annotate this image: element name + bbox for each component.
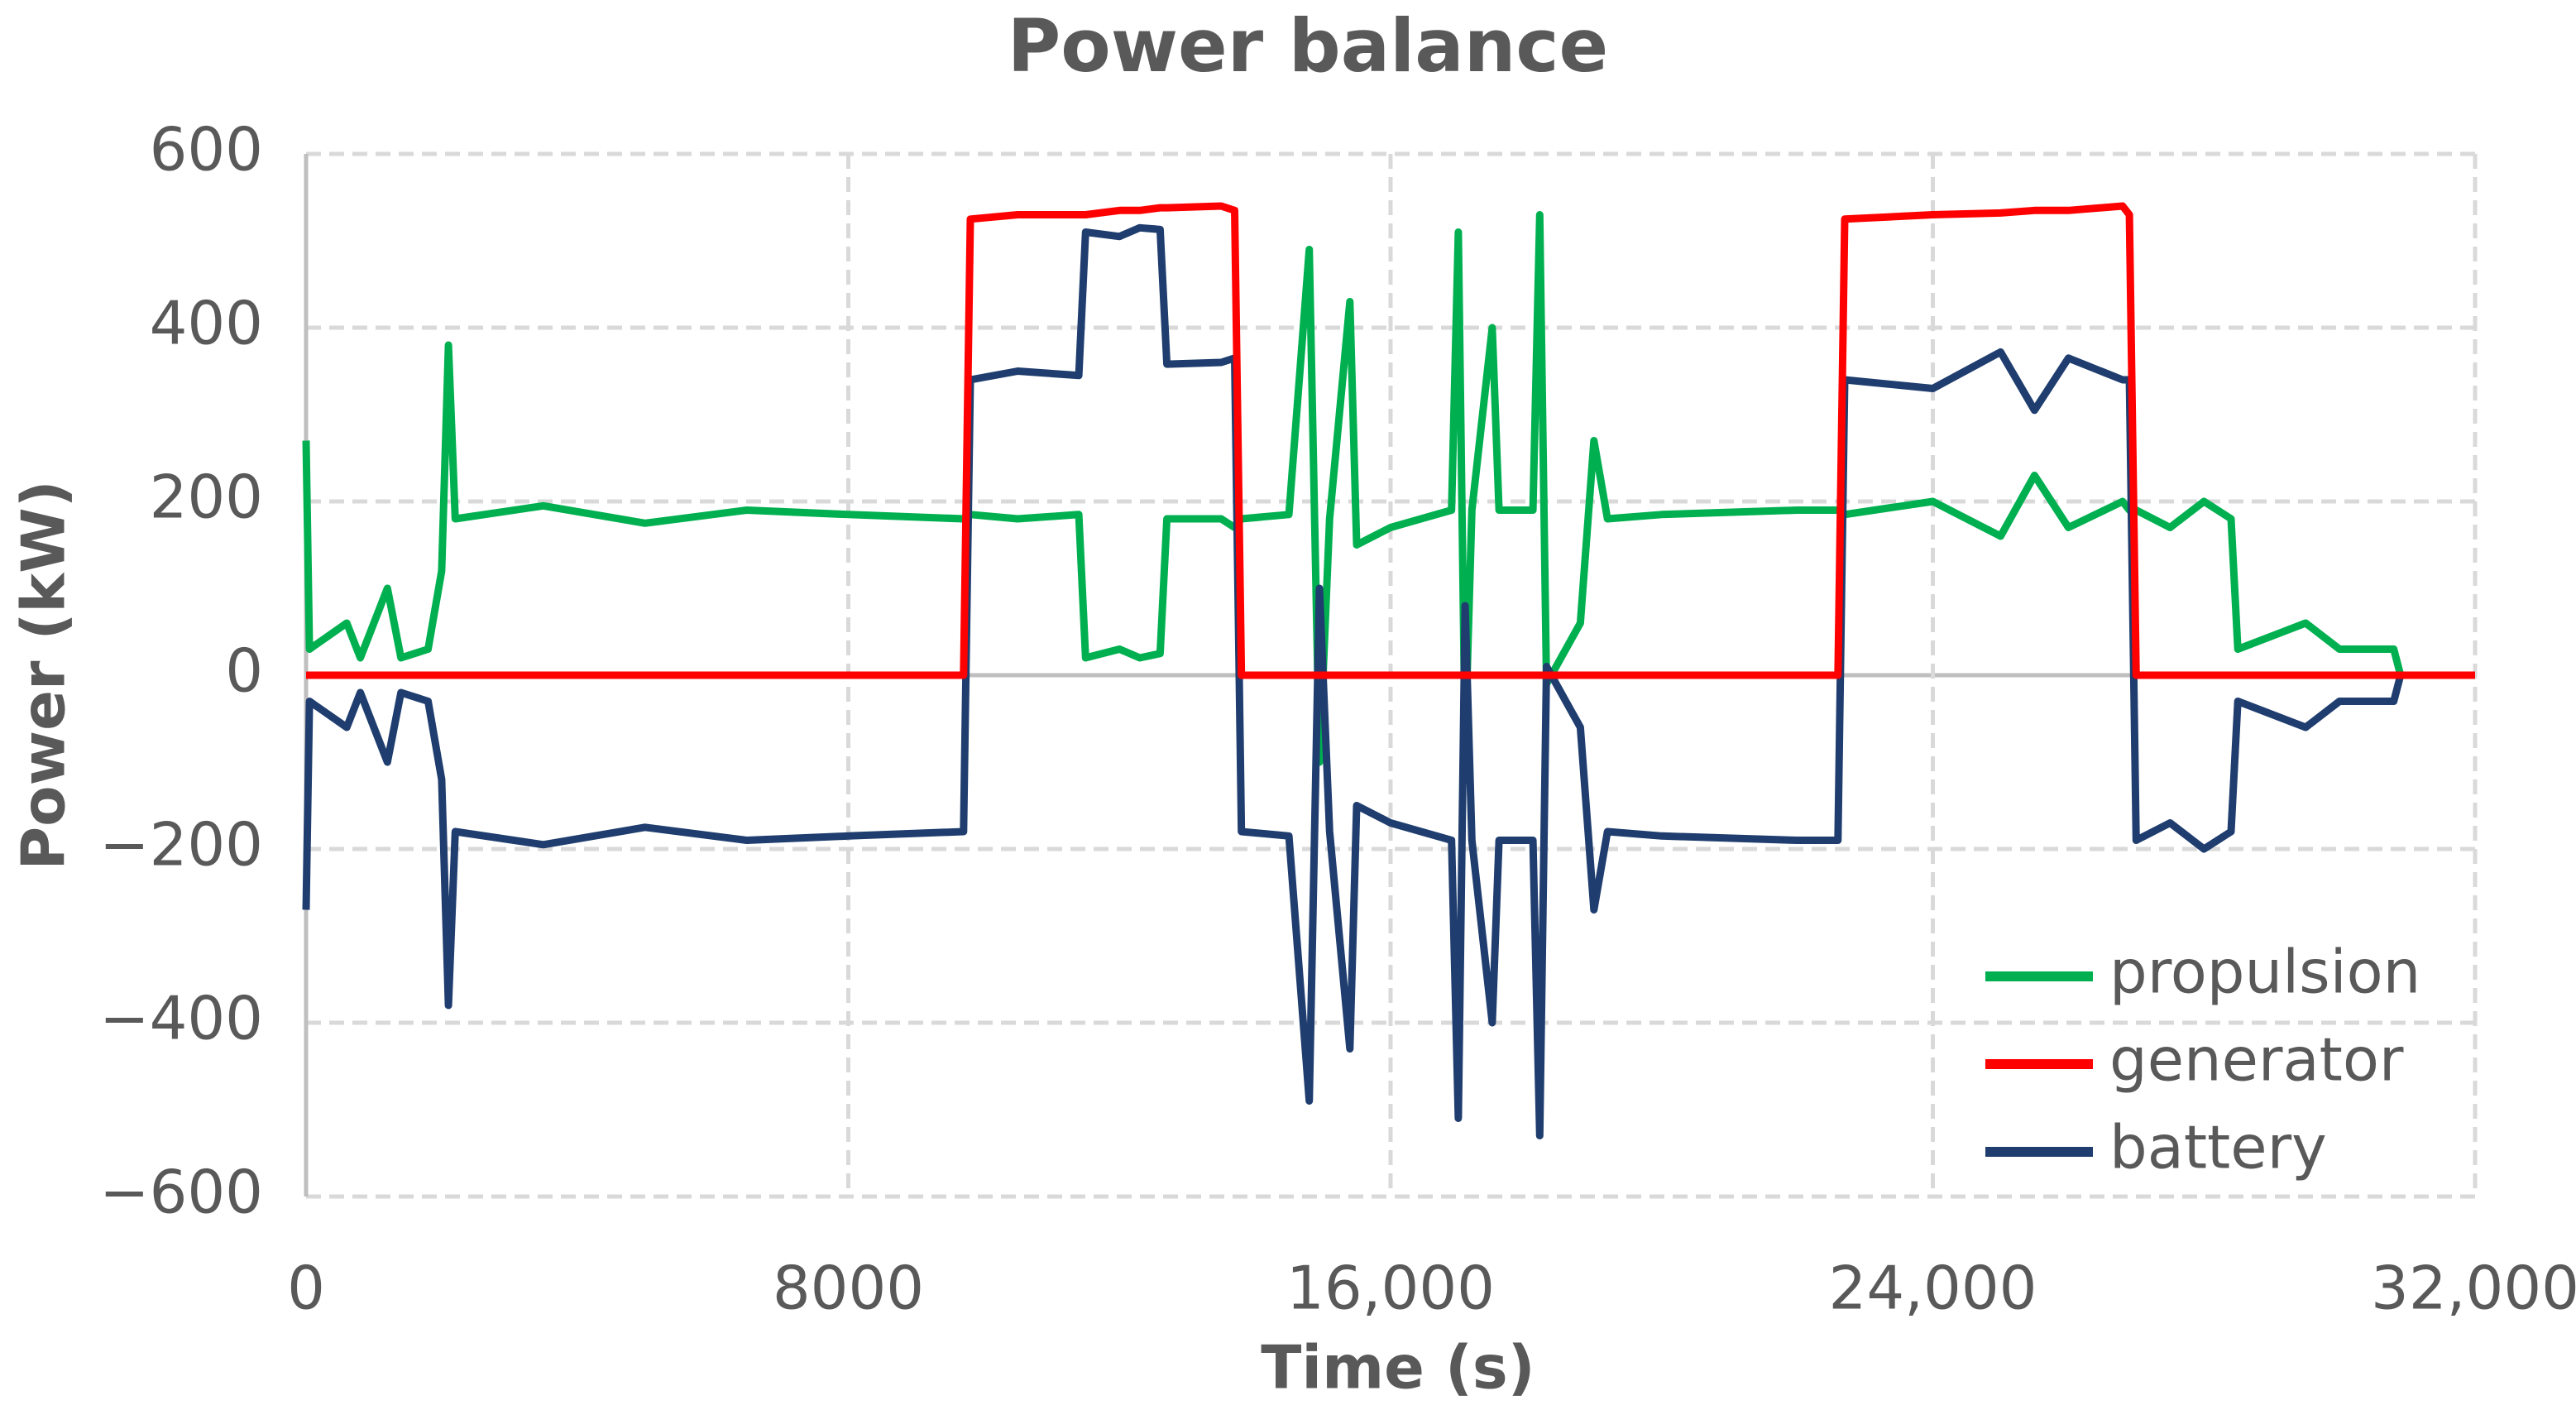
chart-title: Power balance: [1008, 3, 1608, 89]
y-tick-label: 200: [150, 463, 263, 532]
legend-label: battery: [2109, 1113, 2327, 1182]
series-line: [302, 223, 2475, 1139]
y-tick-label: −400: [99, 984, 263, 1053]
x-tick-label: 24,000: [1829, 1254, 2037, 1323]
y-tick-label: 0: [225, 636, 263, 706]
y-tick-label: 400: [150, 289, 263, 358]
x-tick-label: 16,000: [1286, 1254, 1495, 1323]
legend-label: propulsion: [2109, 938, 2420, 1007]
y-tick-label: 600: [150, 115, 263, 185]
series-line: [302, 211, 2475, 766]
x-axis-label: Time (s): [1261, 1333, 1535, 1403]
legend-label: generator: [2109, 1025, 2404, 1095]
y-tick-label: −200: [99, 810, 263, 880]
x-tick-label: 0: [287, 1254, 325, 1323]
series-line: [305, 202, 2475, 679]
x-tick-label: 8000: [773, 1254, 924, 1323]
y-tick-label: −600: [99, 1158, 263, 1227]
y-axis-label: Power (kW): [9, 480, 79, 870]
x-tick-label: 32,000: [2371, 1254, 2576, 1323]
